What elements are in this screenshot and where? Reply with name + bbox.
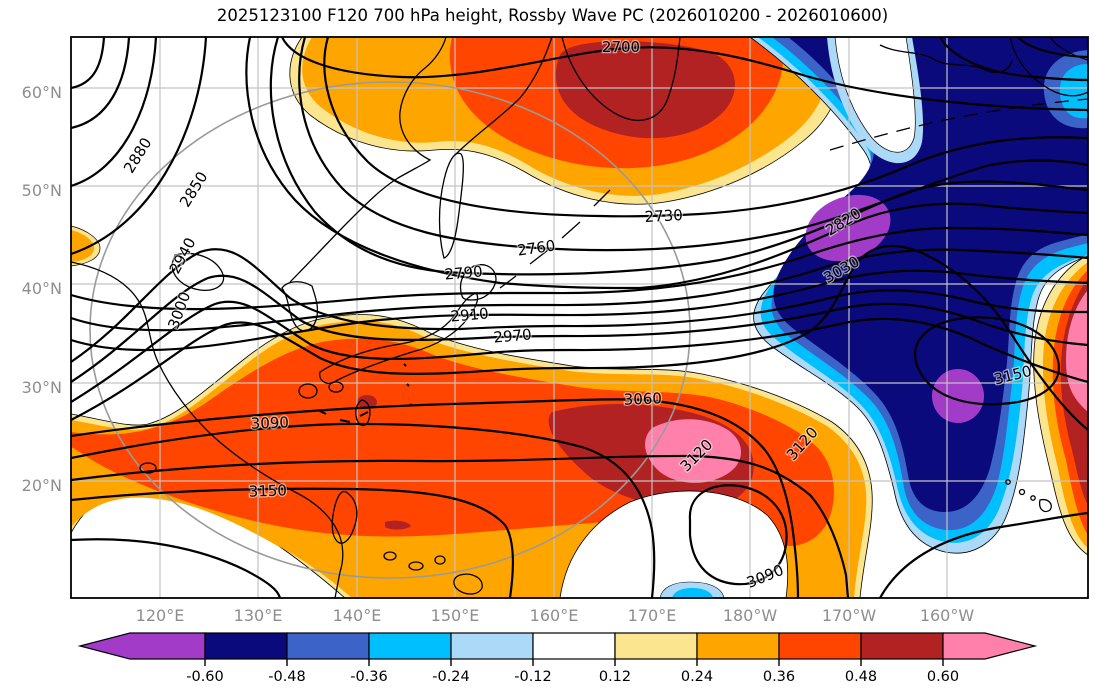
colorbar-cell bbox=[532, 632, 616, 660]
colorbar-ticks bbox=[204, 659, 944, 666]
colorbar-right-arrow bbox=[942, 632, 1038, 660]
colorbar-tick-label: 0.24 bbox=[681, 669, 713, 685]
colorbar: -0.60 -0.48 -0.36 -0.24 -0.12 0.12 0.24 0.36 0.4… bbox=[77, 632, 1038, 685]
x-tick-label: 160°W bbox=[920, 606, 975, 625]
contour-label: 3090 bbox=[250, 413, 289, 432]
height-contours bbox=[71, 37, 1088, 598]
colorbar-tick-label: 0.36 bbox=[763, 669, 795, 685]
contour-label: 3060 bbox=[623, 389, 662, 408]
colorbar-tick-label: 0.12 bbox=[599, 669, 631, 685]
y-tick-label: 50°N bbox=[22, 181, 62, 200]
colorbar-cell bbox=[204, 632, 288, 660]
shading-positive-leftedge bbox=[71, 225, 101, 267]
contour-label: 2790 bbox=[444, 262, 484, 283]
map-area: 2700273027602790291029702880285029403000… bbox=[71, 37, 1088, 598]
colorbar-cells bbox=[204, 632, 944, 660]
shading-positive-eastedge bbox=[1033, 254, 1088, 556]
colorbar-tick-label: -0.24 bbox=[432, 669, 470, 685]
colorbar-cell bbox=[696, 632, 780, 660]
colorbar-cell bbox=[614, 632, 698, 660]
y-tick-label: 20°N bbox=[22, 476, 62, 495]
x-tick-label: 170°W bbox=[822, 606, 877, 625]
colorbar-cell bbox=[778, 632, 862, 660]
contour-label: 2970 bbox=[493, 325, 533, 346]
x-tick-label: 150°E bbox=[431, 606, 480, 625]
negative-core-1 bbox=[805, 194, 891, 262]
map-frame bbox=[70, 36, 1089, 599]
y-tick-label: 30°N bbox=[22, 378, 62, 397]
contour-label: 2910 bbox=[450, 304, 490, 325]
x-tick-label: 140°E bbox=[333, 606, 382, 625]
y-tick-label: 40°N bbox=[22, 279, 62, 298]
x-tick-label: 170°E bbox=[628, 606, 677, 625]
colorbar-tick-label: -0.36 bbox=[350, 669, 388, 685]
contour-label: 2730 bbox=[644, 206, 683, 226]
colorbar-tick-label: -0.12 bbox=[514, 669, 552, 685]
contour-label: 2700 bbox=[602, 38, 640, 56]
x-axis-tick-labels: 120°E 130°E 140°E 150°E 160°E 170°E 180°W 170°W… bbox=[136, 606, 975, 625]
colorbar-cell bbox=[450, 632, 534, 660]
colorbar-cell bbox=[860, 632, 944, 660]
colorbar-tick-label: 0.60 bbox=[927, 669, 959, 685]
colorbar-left-arrow bbox=[77, 632, 206, 660]
colorbar-tick-label: 0.48 bbox=[845, 669, 877, 685]
colorbar-tick-label: -0.48 bbox=[268, 669, 306, 685]
grid-lines bbox=[71, 37, 1088, 598]
y-tick-label: 60°N bbox=[22, 83, 62, 102]
x-tick-label: 180°W bbox=[723, 606, 778, 625]
contour-label: 3150 bbox=[248, 481, 287, 500]
x-tick-label: 120°E bbox=[136, 606, 185, 625]
x-tick-label: 130°E bbox=[234, 606, 283, 625]
shading-positive-southwest bbox=[71, 314, 873, 598]
x-tick-label: 160°E bbox=[530, 606, 579, 625]
colorbar-cell bbox=[286, 632, 370, 660]
figure-title: 2025123100 F120 700 hPa height, Rossby W… bbox=[216, 6, 889, 25]
y-axis-tick-labels: 60°N 50°N 40°N 30°N 20°N bbox=[22, 83, 62, 495]
colorbar-tick-labels: -0.60 -0.48 -0.36 -0.24 -0.12 0.12 0.24 0.36 0.4… bbox=[186, 669, 959, 685]
negative-core-2 bbox=[932, 369, 984, 423]
colorbar-cell bbox=[368, 632, 452, 660]
colorbar-tick-label: -0.60 bbox=[186, 669, 224, 685]
great-circle-ring bbox=[89, 81, 691, 579]
